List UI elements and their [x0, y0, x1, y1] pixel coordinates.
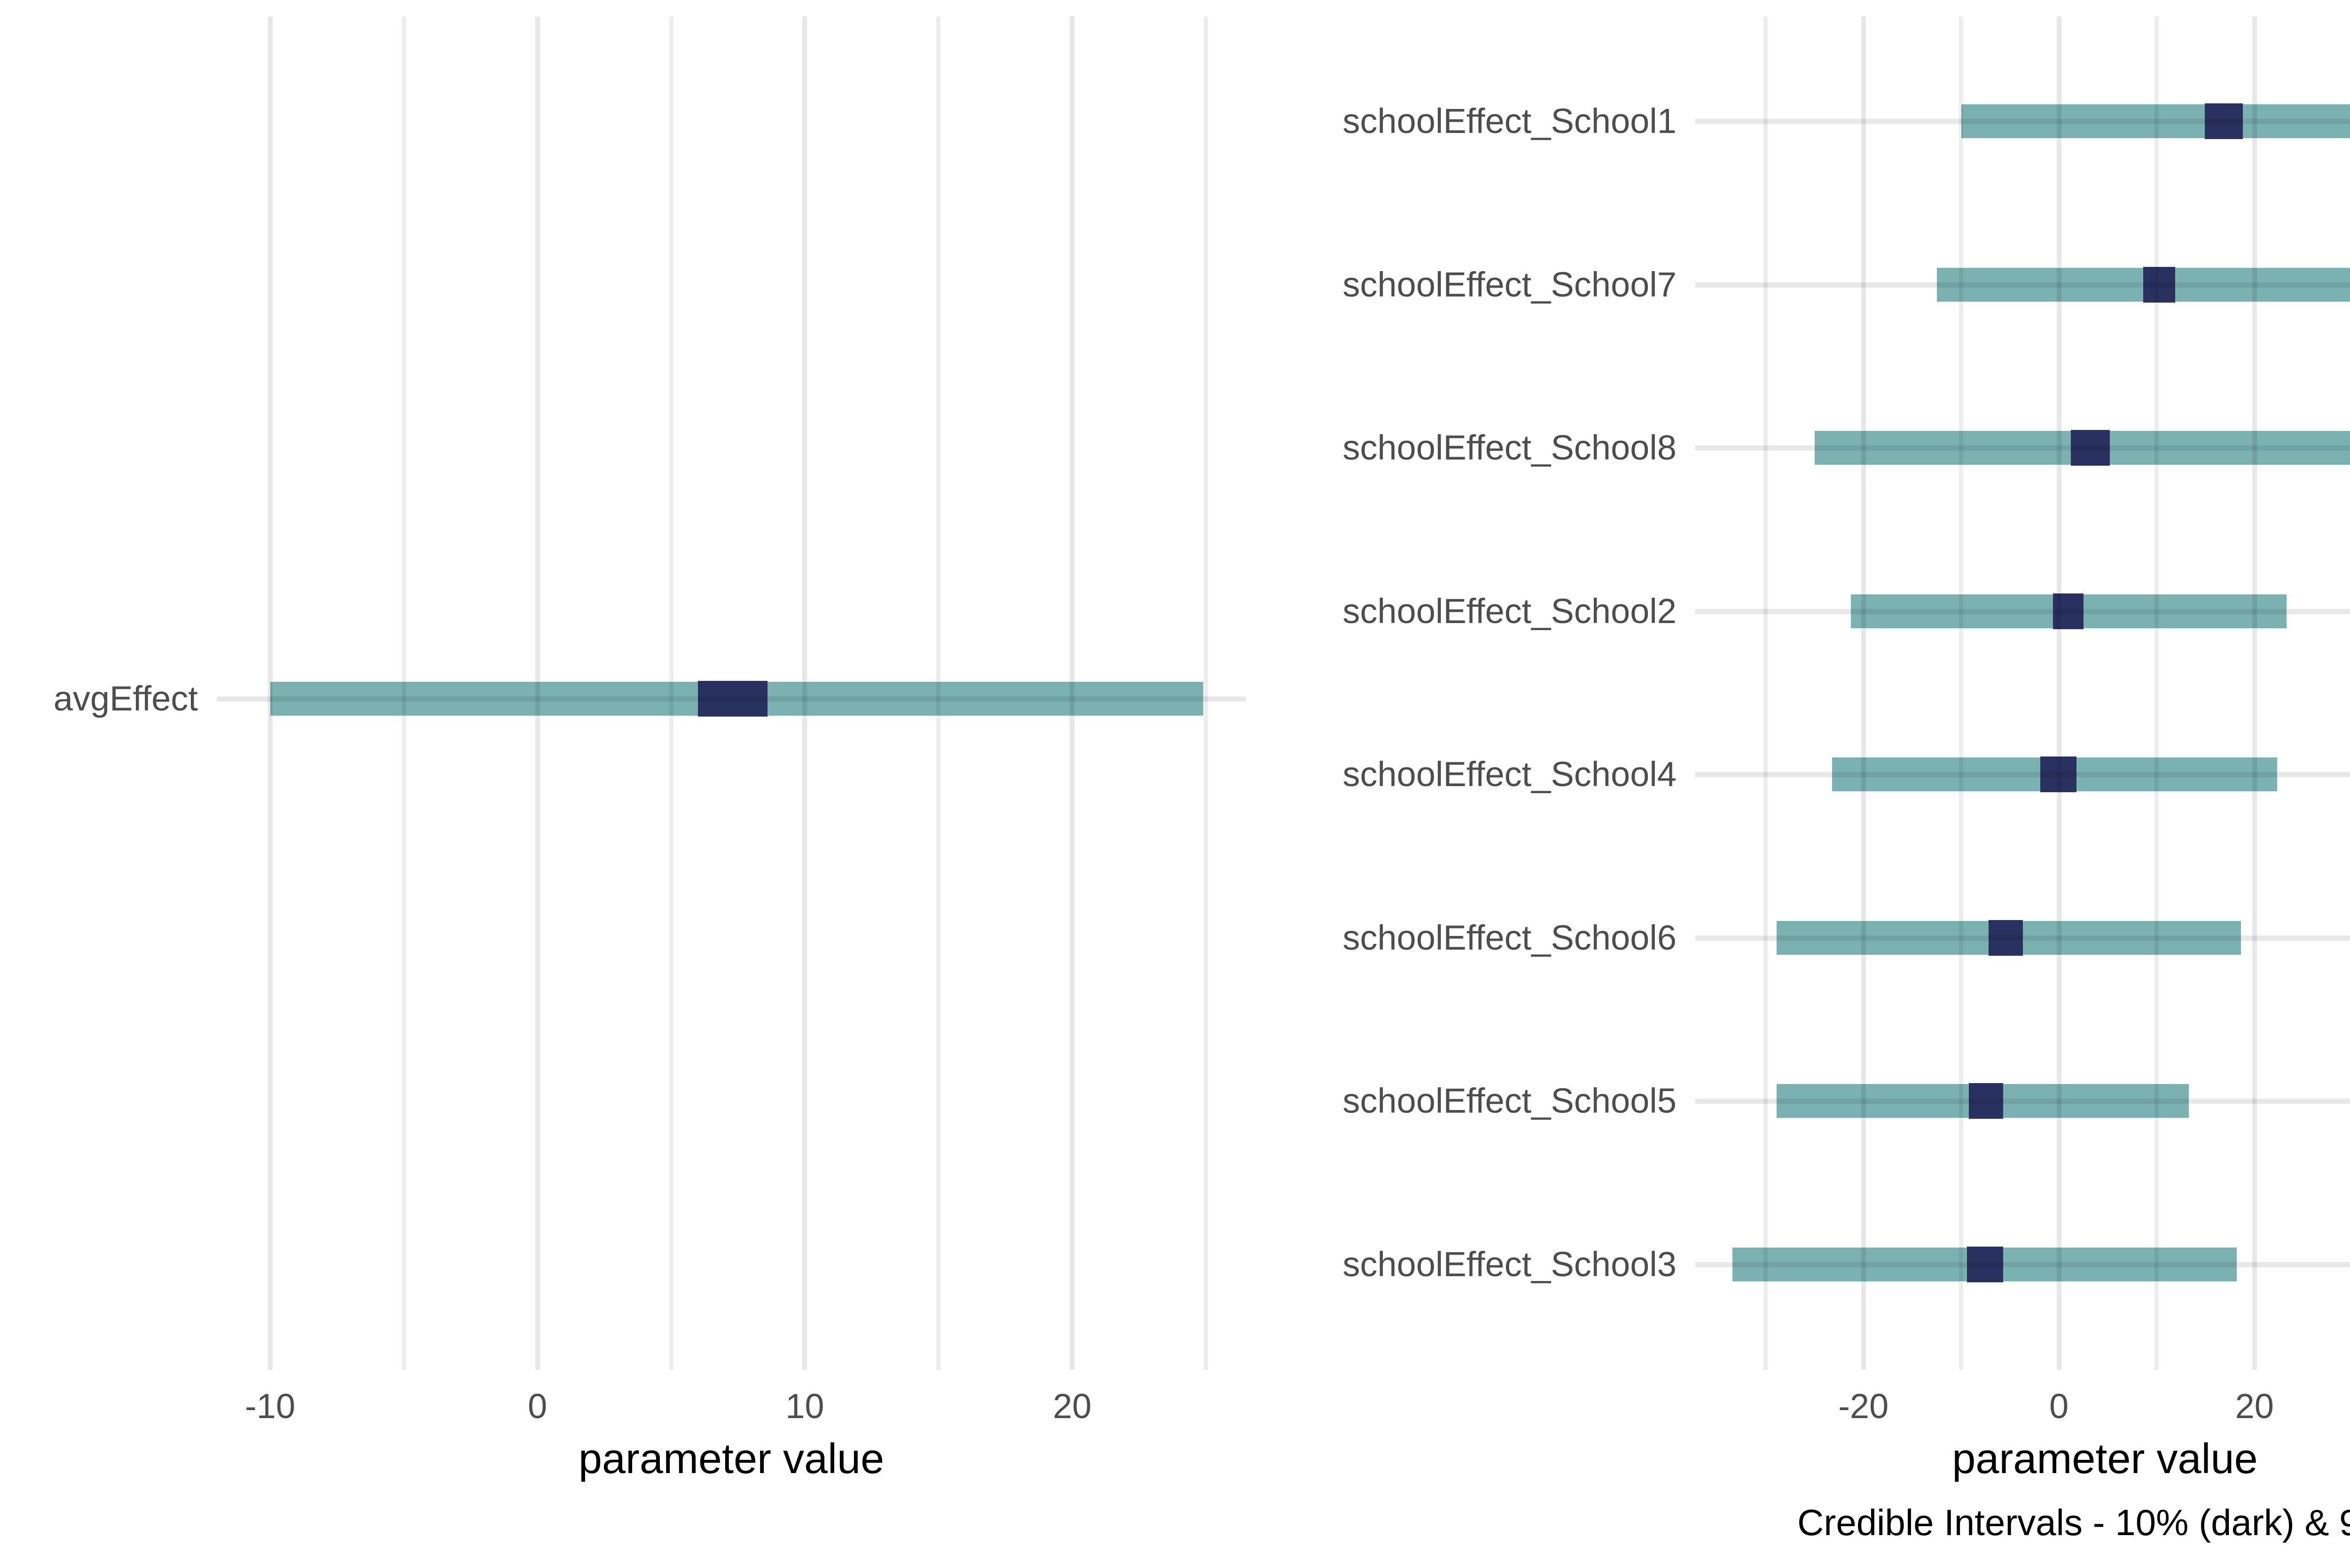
gridline-minor-vertical: [2154, 16, 2159, 1370]
gridline-minor-vertical: [669, 16, 674, 1370]
y-axis-label: schoolEffect_School2: [1342, 592, 1676, 631]
gridline-major-vertical: [1861, 16, 1866, 1370]
y-axis-label: schoolEffect_School1: [1342, 101, 1676, 140]
gridline-major-vertical: [2056, 16, 2061, 1370]
x-axis-title-left: parameter value: [578, 1435, 885, 1482]
gridline-major-vertical: [802, 16, 807, 1370]
x-axis-tick-label: 0: [528, 1387, 548, 1426]
gridline-major-vertical: [267, 16, 273, 1370]
gridline-minor-vertical: [401, 16, 406, 1370]
y-axis-label: schoolEffect_School4: [1342, 755, 1676, 794]
gridline-major-vertical: [2252, 16, 2257, 1370]
x-axis-tick-label: 20: [2235, 1387, 2274, 1426]
gridline-major-vertical: [1070, 16, 1075, 1370]
y-axis-label: schoolEffect_School5: [1342, 1081, 1676, 1120]
gridline-major-vertical: [535, 16, 540, 1370]
x-axis-tick-label: -20: [1838, 1387, 1889, 1426]
gridline-minor-vertical: [1763, 16, 1768, 1370]
x-axis-tick-label: 20: [1053, 1387, 1092, 1426]
x-axis-tick-label: -10: [245, 1387, 296, 1426]
row-guide-line: [1695, 445, 2350, 451]
y-axis-label: schoolEffect_School8: [1342, 428, 1676, 467]
row-guide-line: [1695, 608, 2350, 614]
x-axis-tick-label: 10: [785, 1387, 824, 1426]
row-guide-line: [217, 696, 1246, 702]
x-axis-title-right: parameter value: [1952, 1435, 2258, 1482]
row-guide-line: [1695, 1262, 2350, 1267]
gridline-minor-vertical: [1204, 16, 1208, 1370]
row-guide-line: [1695, 1098, 2350, 1104]
row-guide-line: [1695, 118, 2350, 124]
figure-caption: Credible Intervals - 10% (dark) & 90% (l…: [1797, 1502, 2350, 1543]
y-axis-label: schoolEffect_School7: [1342, 265, 1676, 304]
gridline-minor-vertical: [1959, 16, 1964, 1370]
y-axis-label: schoolEffect_School6: [1342, 918, 1676, 957]
row-guide-line: [1695, 772, 2350, 777]
x-axis-tick-label: 0: [2049, 1387, 2069, 1426]
row-guide-line: [1695, 282, 2350, 288]
row-guide-line: [1695, 935, 2350, 941]
gridline-minor-vertical: [936, 16, 941, 1370]
y-axis-label: avgEffect: [53, 679, 198, 718]
y-axis-label: schoolEffect_School3: [1342, 1245, 1676, 1284]
